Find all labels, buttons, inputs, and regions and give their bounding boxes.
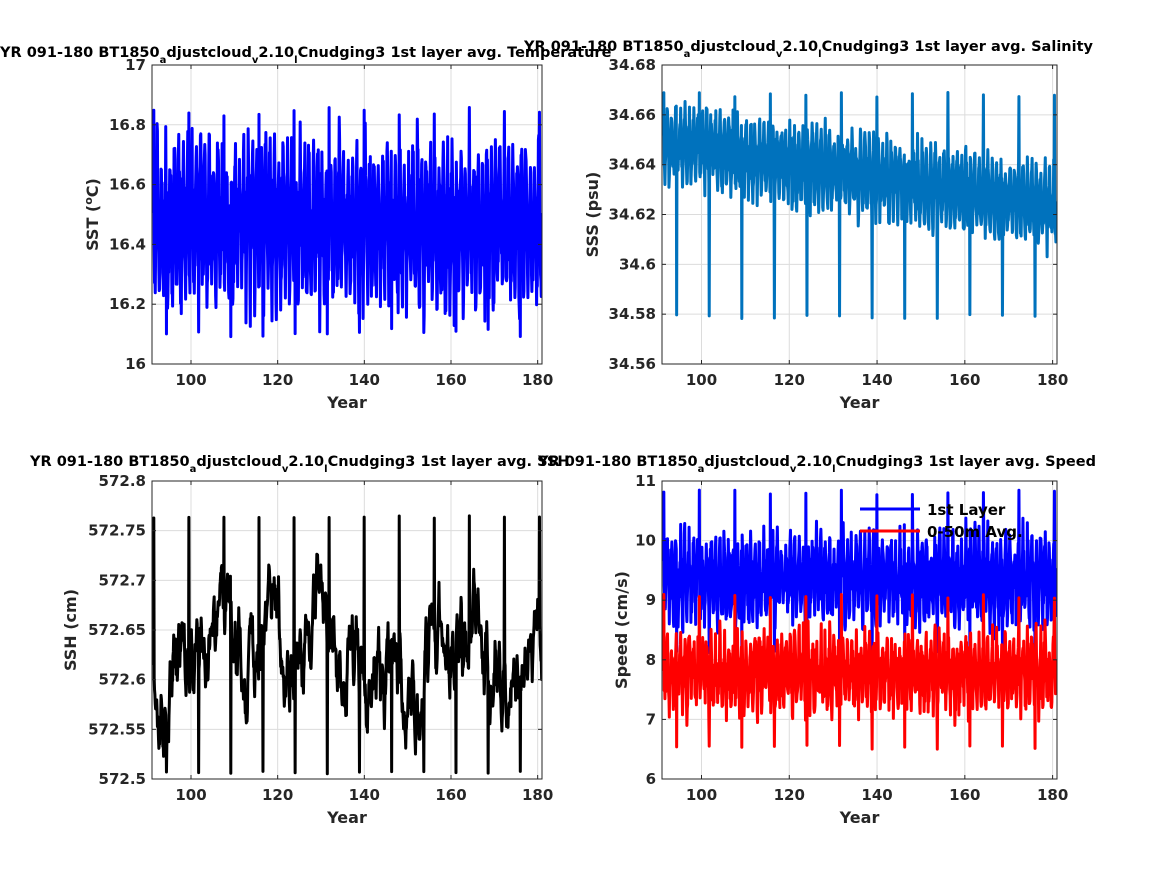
y-tick-label: 6: [646, 770, 656, 788]
chart-panel-1: 100 120 140 160 180 16 16.2 16.4 16.6 16.8 17 Year S…: [0, 45, 612, 412]
y-axis-label: Speed (cm/s): [612, 571, 631, 689]
y-tick-label: 572.75: [88, 522, 146, 540]
chart-title: YR 091-180 BT1850adjustcloudv2.10lCnudgi…: [523, 39, 1094, 60]
y-tick-label: 16.8: [109, 116, 146, 134]
chart-title: YR 091-180 BT1850adjustcloudv2.10lCnudgi…: [0, 45, 612, 66]
x-tick-label: 140: [349, 786, 380, 804]
y-tick-label: 572.7: [99, 571, 146, 589]
x-tick-label: 160: [435, 371, 466, 389]
y-axis-label: SSH (cm): [61, 589, 80, 671]
x-tick-label: 100: [686, 786, 717, 804]
y-tick-label: 572.5: [99, 770, 146, 788]
y-tick-label: 10: [635, 532, 656, 550]
y-tick-label: 572.55: [88, 720, 146, 738]
series-line-1: [662, 488, 1057, 656]
y-tick-label: 34.64: [609, 156, 656, 174]
y-tick-label: 9: [646, 591, 656, 609]
legend: 1st Layer 0-50m Avg.: [860, 501, 1023, 541]
y-tick-label: 34.62: [609, 206, 656, 224]
x-tick-label: 180: [522, 786, 553, 804]
plot-frame: [151, 64, 543, 365]
x-axis-label: Year: [326, 808, 367, 827]
y-tick-label: 8: [646, 651, 656, 669]
x-tick-label: 160: [949, 786, 980, 804]
series-line-2: [662, 592, 1057, 751]
x-axis-label: Year: [326, 393, 367, 412]
x-tick-label: 180: [522, 371, 553, 389]
y-tick-label: 16: [125, 355, 146, 373]
x-tick-label: 120: [262, 786, 293, 804]
y-tick-label: 16.4: [109, 235, 146, 253]
y-tick-label: 16.6: [109, 176, 146, 194]
y-tick-label: 34.6: [619, 255, 656, 273]
chart-title: YR 091-180 BT1850adjustcloudv2.10lCnudgi…: [29, 454, 570, 475]
x-tick-label: 140: [349, 371, 380, 389]
x-tick-label: 100: [686, 371, 717, 389]
y-tick-label: 572.6: [99, 671, 146, 689]
y-tick-label: 17: [125, 56, 146, 74]
x-tick-label: 120: [774, 371, 805, 389]
x-tick-label: 100: [175, 786, 206, 804]
y-tick-label: 34.56: [609, 355, 656, 373]
x-tick-label: 100: [175, 371, 206, 389]
x-tick-label: 180: [1037, 786, 1068, 804]
y-tick-label: 7: [646, 710, 656, 728]
y-tick-label: 34.58: [609, 305, 656, 323]
chart-panel-4: 100 120 140 160 180 6 7 8 9 10 11 Year Speed (cm/s) Y…: [537, 454, 1096, 827]
x-tick-label: 120: [774, 786, 805, 804]
chart-panel-2: 100 120 140 160 180 34.56 34.58 34.6 34.62 34.64 3…: [523, 39, 1094, 412]
plot-frame: [661, 480, 1058, 780]
y-tick-label: 34.66: [609, 106, 656, 124]
x-tick-label: 160: [949, 371, 980, 389]
series-line-1: [662, 90, 1057, 320]
legend-label-1: 1st Layer: [927, 501, 1006, 519]
x-tick-label: 180: [1037, 371, 1068, 389]
y-tick-label: 11: [635, 472, 656, 490]
y-tick-label: 16.2: [109, 295, 146, 313]
x-axis-label: Year: [839, 393, 880, 412]
y-tick-label: 34.68: [609, 56, 656, 74]
x-tick-label: 140: [861, 371, 892, 389]
x-tick-label: 160: [435, 786, 466, 804]
y-tick-label: 572.8: [99, 472, 146, 490]
series-line-1: [152, 514, 542, 776]
chart-title: YR 091-180 BT1850adjustcloudv2.10lCnudgi…: [537, 454, 1096, 475]
chart-panel-3: 100 120 140 160 180 572.5 572.55 572.6 572.65 572…: [29, 454, 570, 827]
x-axis-label: Year: [839, 808, 880, 827]
x-tick-label: 140: [861, 786, 892, 804]
y-tick-label: 572.65: [88, 621, 146, 639]
legend-label-2: 0-50m Avg.: [927, 523, 1023, 541]
series-line-1: [152, 105, 542, 339]
y-axis-label: SSS (psu): [583, 172, 602, 258]
y-axis-label: SST (oC): [82, 178, 102, 251]
x-tick-label: 120: [262, 371, 293, 389]
